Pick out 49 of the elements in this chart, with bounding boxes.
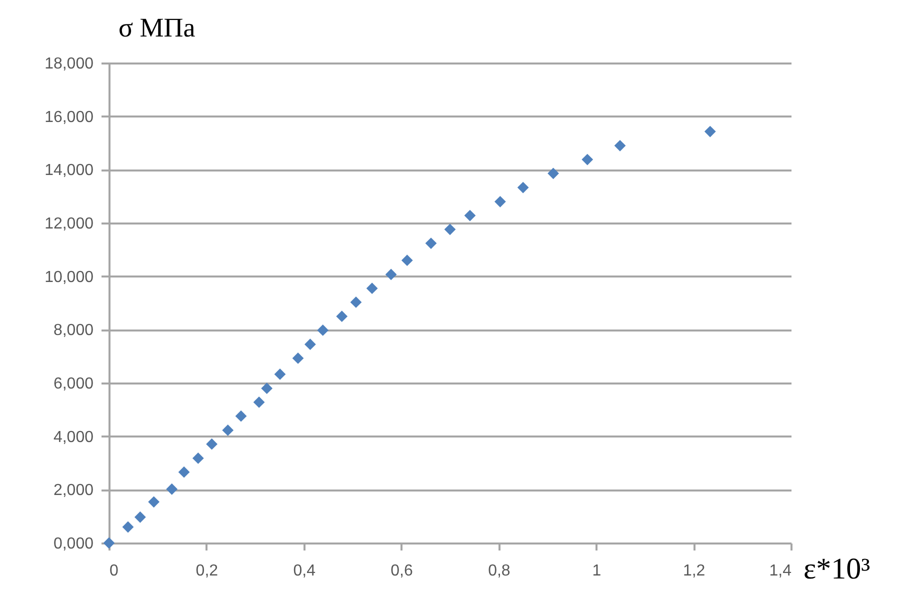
x-tick-label: 1,2 — [682, 562, 706, 580]
x-tick-label: 0 — [110, 562, 118, 580]
point — [494, 196, 506, 208]
y-tick-label: 4,000 — [53, 428, 94, 446]
point — [366, 282, 378, 294]
point — [704, 126, 716, 138]
point — [222, 424, 234, 436]
point — [317, 324, 329, 336]
point — [614, 140, 626, 152]
point — [350, 296, 362, 308]
x-tick-label: 1,4 — [769, 562, 792, 580]
point — [192, 452, 204, 464]
y-tick-label: 10,000 — [44, 268, 94, 286]
point — [304, 338, 316, 350]
point — [425, 238, 437, 249]
y-tick-label: 14,000 — [44, 162, 94, 180]
point — [253, 396, 265, 408]
x-tick-label: 1 — [592, 562, 602, 580]
x-tick-label: 0,2 — [196, 562, 218, 580]
y-tick-label: 16,000 — [44, 108, 94, 126]
point — [235, 410, 247, 422]
point — [517, 182, 529, 194]
point — [178, 466, 190, 478]
x-tick-label: 0,4 — [293, 562, 316, 580]
y-tick-label: 8,000 — [53, 322, 94, 340]
point — [122, 521, 134, 533]
point — [444, 224, 456, 236]
point — [464, 210, 476, 222]
x-axis-title: ε*10³ — [804, 552, 870, 586]
point — [548, 168, 559, 180]
y-tick-label: 12,000 — [44, 216, 94, 232]
y-tick-label: 0,000 — [53, 536, 94, 552]
point — [274, 368, 286, 380]
point — [134, 511, 146, 523]
y-tick-label: 18,000 — [44, 56, 94, 72]
point — [582, 154, 594, 166]
point — [401, 254, 413, 266]
point — [206, 438, 218, 450]
point — [336, 310, 348, 322]
y-axis-title: σ МПа — [118, 12, 196, 42]
x-tick-label: 0,8 — [488, 562, 510, 580]
x-tick-label: 0,6 — [390, 562, 414, 580]
point — [166, 483, 178, 495]
point — [292, 352, 304, 364]
y-tick-label: 2,000 — [53, 482, 94, 500]
point — [261, 382, 273, 394]
point — [148, 496, 160, 508]
point — [385, 268, 397, 280]
y-tick-label: 6,000 — [53, 376, 94, 392]
